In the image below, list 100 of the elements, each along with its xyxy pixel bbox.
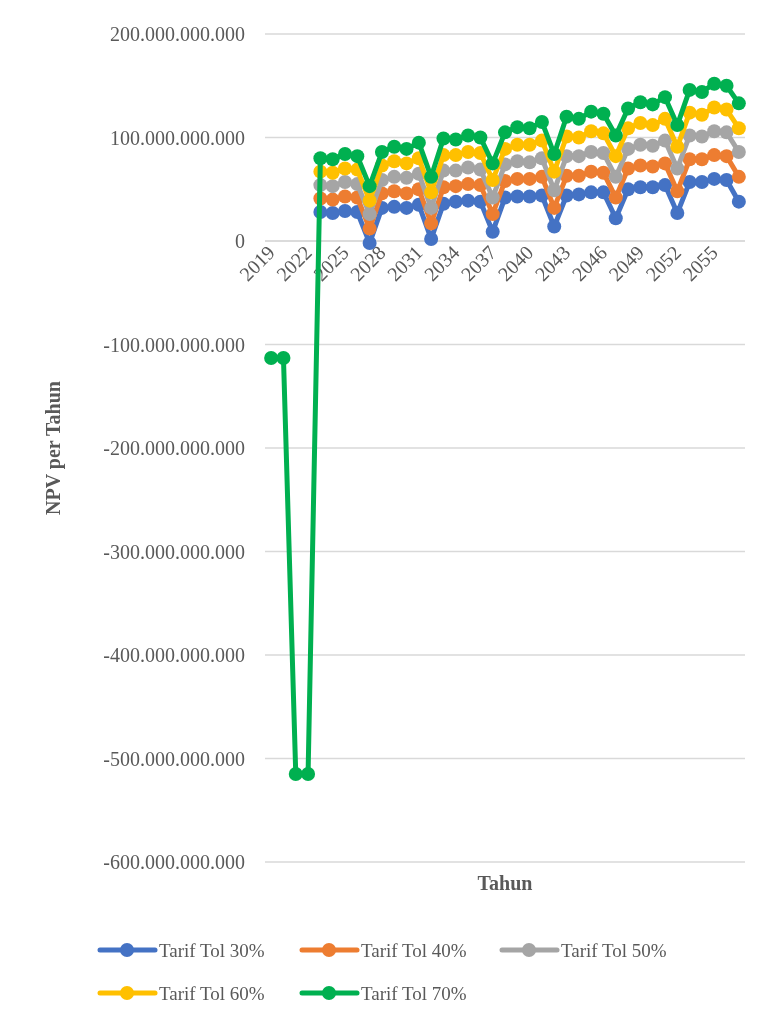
legend-label: Tarif Tol 70% [361,982,467,1004]
point [621,141,636,156]
point [584,144,599,159]
point [621,182,636,197]
point [424,185,439,200]
y-tick-label: 100.000.000.000 [110,126,245,149]
point [510,171,525,186]
point [670,184,685,199]
y-tick-label: -200.000.000.000 [103,437,245,459]
point [658,133,672,148]
point [547,183,562,198]
point [424,216,439,231]
point [522,137,537,152]
point [325,192,340,207]
point [571,111,586,126]
point [276,350,291,365]
point [645,159,660,174]
point [658,90,672,105]
x-axis-title: Tahun [477,872,533,894]
point [338,147,352,162]
point [731,121,746,136]
point [436,131,451,146]
legend-label: Tarif Tol 50% [561,939,667,961]
point [387,184,402,199]
point [658,178,672,193]
point [313,151,328,166]
point [424,169,439,184]
point [510,137,525,152]
point [547,164,562,179]
point [362,221,377,236]
point [338,189,352,204]
point [498,125,512,140]
point [670,161,685,176]
point [547,219,562,234]
point [731,169,746,184]
point [731,96,746,111]
point [362,207,377,222]
point [485,224,500,239]
point [584,185,599,200]
point [338,175,352,190]
point [350,149,365,164]
point [621,101,636,116]
point [596,146,611,161]
point [707,124,722,139]
point [645,97,660,112]
point [670,139,685,154]
point [424,231,439,246]
point [288,767,303,782]
point [448,179,463,194]
point [461,193,476,208]
point [399,141,414,156]
point [596,126,611,141]
point [731,194,746,209]
y-axis-title: NPV per Tahun [42,381,65,515]
point [608,169,623,184]
point [448,194,463,209]
point [522,189,537,204]
point [719,102,734,117]
point [608,190,623,205]
point [707,171,722,186]
point [658,111,672,126]
point [399,186,414,201]
point [707,148,722,163]
point [682,175,697,190]
point [633,95,648,110]
point [571,130,586,145]
point [547,147,562,162]
y-tick-label: -100.000.000.000 [103,333,245,356]
point [608,149,623,164]
point [571,187,586,202]
point [473,130,488,145]
point [719,172,734,187]
point [584,164,599,179]
point [719,149,734,164]
point [694,84,709,99]
point [411,135,426,150]
legend-label: Tarif Tol 40% [361,939,467,961]
point [633,116,648,131]
point [584,104,599,119]
point [510,120,525,135]
legend-label: Tarif Tol 60% [159,982,265,1004]
point [694,107,709,122]
point [633,158,648,173]
point [522,171,537,186]
point [448,163,463,178]
point [559,109,574,124]
point [301,767,316,782]
point [338,203,352,218]
point [534,114,549,129]
point [658,156,672,171]
point [670,118,685,133]
legend-label: Tarif Tol 30% [159,939,265,961]
point [325,179,340,194]
point [399,200,414,215]
point [547,200,562,215]
point [645,118,660,133]
point [694,129,709,144]
point [608,128,623,143]
point [596,165,611,180]
point [448,132,463,147]
